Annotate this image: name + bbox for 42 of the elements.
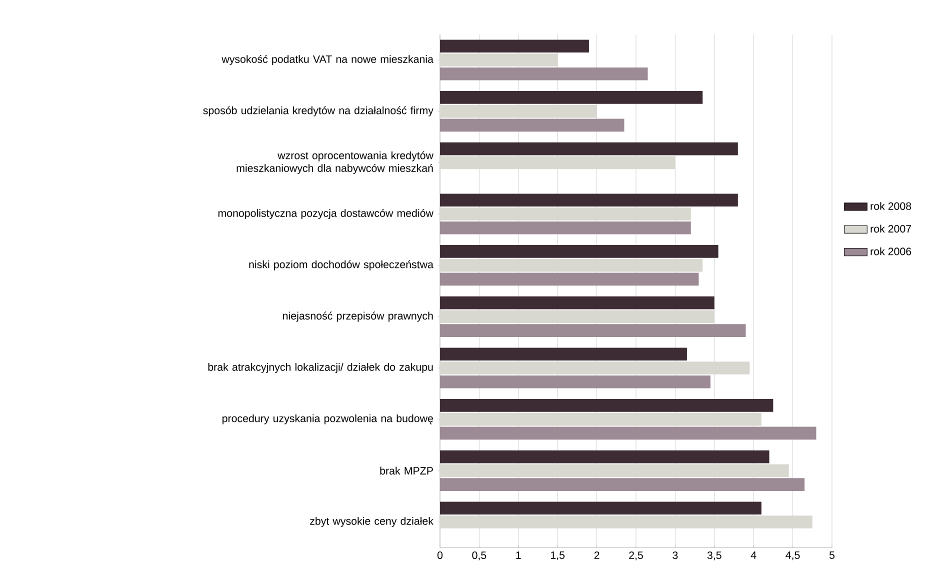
bar <box>440 40 589 53</box>
bar <box>440 142 738 156</box>
legend-label: rok 2008 <box>870 202 912 210</box>
bar <box>440 348 687 361</box>
bar <box>440 450 770 464</box>
bar <box>440 118 624 132</box>
y-tick-label: niski poziom dochodów społeczeństwa <box>249 260 434 270</box>
y-tick-label: brak MPZP <box>380 466 433 475</box>
y-tick-label: wzrost oprocentowania kredytów mieszkaniowych dla nabywców mieszkań <box>236 151 434 174</box>
x-tick-label: 1 <box>516 551 521 559</box>
x-tick-label: 3,5 <box>707 551 722 560</box>
y-tick-label: procedury uzyskania pozwolenia na budowę <box>222 414 433 424</box>
bar <box>440 221 691 234</box>
bar <box>440 324 746 337</box>
x-tick-label: 3 <box>672 551 678 560</box>
x-tick-label: 4,5 <box>786 551 800 560</box>
y-tick-label: zbyt wysokie ceny działek <box>310 517 434 527</box>
legend-label: rok 2007 <box>870 224 912 233</box>
y-tick-label: wysokość podatku VAT na nowe mieszkania <box>222 54 434 66</box>
bar <box>440 91 703 104</box>
x-tick-label: 0,5 <box>472 551 486 560</box>
x-tick-label: 5 <box>829 551 835 559</box>
bar <box>440 272 699 286</box>
x-tick-label: 0 <box>437 551 443 560</box>
bar <box>440 399 774 412</box>
y-tick-label: sposób udzielania kredytów na działalność firmy <box>203 106 434 116</box>
x-tick-label: 2 <box>594 551 600 559</box>
bar <box>440 478 805 491</box>
y-tick-label: brak atrakcyjnych lokalizacji/ działek do zakupu <box>208 363 433 373</box>
x-tick-label: 2,5 <box>629 551 643 560</box>
x-tick-label: 1,5 <box>551 551 565 560</box>
bar <box>440 67 648 80</box>
bar <box>440 245 718 258</box>
x-tick-label: 4 <box>750 551 756 559</box>
bar <box>440 426 816 440</box>
bar <box>440 375 710 388</box>
legend-label: rok 2006 <box>870 247 912 256</box>
y-tick-label: niejasność przepisów prawnych <box>283 312 433 322</box>
bar <box>440 194 738 207</box>
bar <box>440 296 714 310</box>
y-tick-label: monopolistyczna pozycja dostawców mediów <box>218 208 434 220</box>
bar <box>440 502 762 515</box>
